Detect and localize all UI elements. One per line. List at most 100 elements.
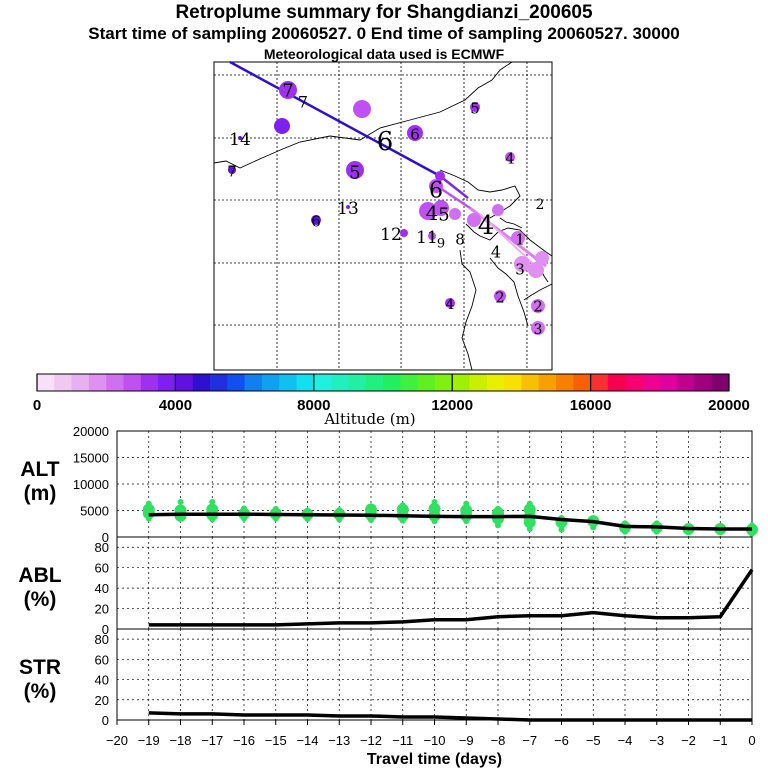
colorbar-cell	[348, 374, 367, 391]
x-tick-label: −11	[392, 733, 413, 748]
centroid-label: 8	[455, 230, 465, 248]
altitude-spread-point	[399, 502, 406, 509]
x-axis-label: Travel time (days)	[367, 751, 502, 768]
colorbar-cell	[383, 374, 401, 391]
colorbar-tick-label: 12000	[431, 397, 473, 414]
colorbar-cell	[504, 374, 522, 391]
centroid-dot	[445, 298, 455, 308]
centroid-dot	[435, 171, 445, 181]
colorbar-ticks: 0 4000 8000 12000 16000 20000	[33, 374, 750, 414]
centroid-label: 11	[416, 228, 438, 248]
y-axis-label: (%)	[24, 680, 57, 703]
centroid-dot	[433, 200, 449, 216]
centroid-label: 6	[429, 179, 443, 204]
altitude-spread-point	[241, 505, 247, 512]
colorbar-tick-label: 0	[33, 397, 41, 414]
y-tick-label: 0	[102, 622, 109, 637]
map-gridlines	[214, 62, 552, 370]
y-axis-label: (m)	[24, 482, 57, 505]
y-axis-label: ABL	[18, 564, 61, 587]
altitude-spread-point	[336, 506, 343, 513]
colorbar-cell	[279, 374, 297, 391]
colorbar-cell	[452, 374, 470, 391]
colorbar-cell	[175, 374, 194, 391]
altitude-spread-point	[431, 499, 438, 506]
x-tick-label: −1	[713, 733, 728, 748]
centroid-dot	[407, 125, 423, 141]
centroid-label: 13	[337, 199, 359, 219]
x-tick-label: −6	[554, 733, 569, 748]
colorbar-cell	[123, 374, 142, 391]
series-line-abl	[148, 568, 754, 627]
centroid-label: 9	[437, 237, 445, 252]
y-tick-label: 80	[95, 632, 109, 647]
colorbar-label: Altitude (m)	[323, 410, 415, 428]
x-tick-label: −17	[201, 733, 223, 748]
panel-str: 0 20 40 60 80 STR(%)	[19, 628, 753, 728]
altitude-spread-point	[272, 505, 279, 512]
centroid-label: 7	[227, 162, 237, 180]
colorbar-cell	[37, 374, 55, 391]
x-tick-label: −14	[296, 733, 318, 748]
series-line-str	[148, 711, 752, 722]
centroid-label: 4	[491, 243, 501, 262]
altitude-spread-point	[463, 500, 470, 507]
colorbar-tick-label: 8000	[297, 397, 330, 414]
colorbar-cell	[434, 374, 453, 391]
centroid-label: 7	[298, 93, 308, 112]
altitude-spread-point	[428, 502, 441, 515]
colorbar-cell	[590, 374, 609, 391]
x-tick-label: −15	[265, 733, 287, 748]
map-borders	[213, 61, 553, 371]
colorbar-cell	[210, 374, 228, 391]
centroid-dot	[346, 205, 350, 209]
sampling-period: Start time of sampling 20060527. 0 End t…	[88, 24, 680, 43]
colorbar-cell	[607, 374, 626, 391]
colorbar-cell	[521, 374, 540, 391]
centroid-dot	[353, 100, 371, 118]
altitude-spread-point	[749, 522, 755, 529]
centroid-label: 6	[410, 125, 420, 143]
altitude-spread-point	[460, 504, 473, 517]
y-tick-label: 20000	[73, 424, 109, 439]
altitude-spread-point	[177, 499, 184, 506]
centroid-label: 3	[534, 322, 543, 338]
centroid-label: 3	[515, 260, 525, 278]
centroid-dot	[428, 232, 436, 240]
trajectory-early	[229, 60, 441, 178]
colorbar-cell	[313, 374, 332, 391]
panel-alt: 0 5000 10000 15000 20000 ALT(m)	[20, 424, 758, 545]
colorbar-cell	[192, 374, 211, 391]
centroid-label: 4	[426, 201, 439, 225]
trajectory-late2	[479, 213, 543, 273]
centroid-label: 12	[380, 225, 402, 245]
centroid-dot	[449, 208, 461, 220]
x-tick-label: −4	[618, 733, 633, 748]
centroid-dot	[400, 229, 408, 237]
colorbar-cell	[296, 374, 315, 391]
panel-abl: 0 20 40 60 80 ABL(%)	[18, 536, 754, 637]
centroid-label: 2	[495, 288, 505, 306]
y-tick-label: 0	[102, 713, 109, 728]
y-tick-label: 0	[102, 530, 109, 545]
centroid-label: 4	[478, 211, 495, 241]
y-tick-label: 10000	[73, 477, 109, 492]
x-tick-label: −3	[649, 733, 664, 748]
centroid-dot	[274, 118, 290, 134]
altitude-spread-point	[653, 520, 660, 527]
centroid-dot	[492, 204, 504, 216]
altitude-spread-point	[206, 503, 219, 516]
altitude-spread-point	[495, 505, 501, 512]
centroid-dot	[505, 152, 515, 162]
centroid-label: 4	[446, 297, 455, 313]
centroid-dot	[531, 299, 545, 313]
colorbar-cell	[556, 374, 574, 391]
x-tick-label: −7	[522, 733, 537, 748]
colorbar-cell	[106, 374, 124, 391]
y-tick-label: 20	[95, 602, 109, 617]
centroid-dot	[238, 136, 242, 140]
x-tick-label: −20	[106, 733, 128, 748]
centroid-label: 14	[229, 130, 251, 150]
centroid-label: 2	[536, 197, 545, 213]
